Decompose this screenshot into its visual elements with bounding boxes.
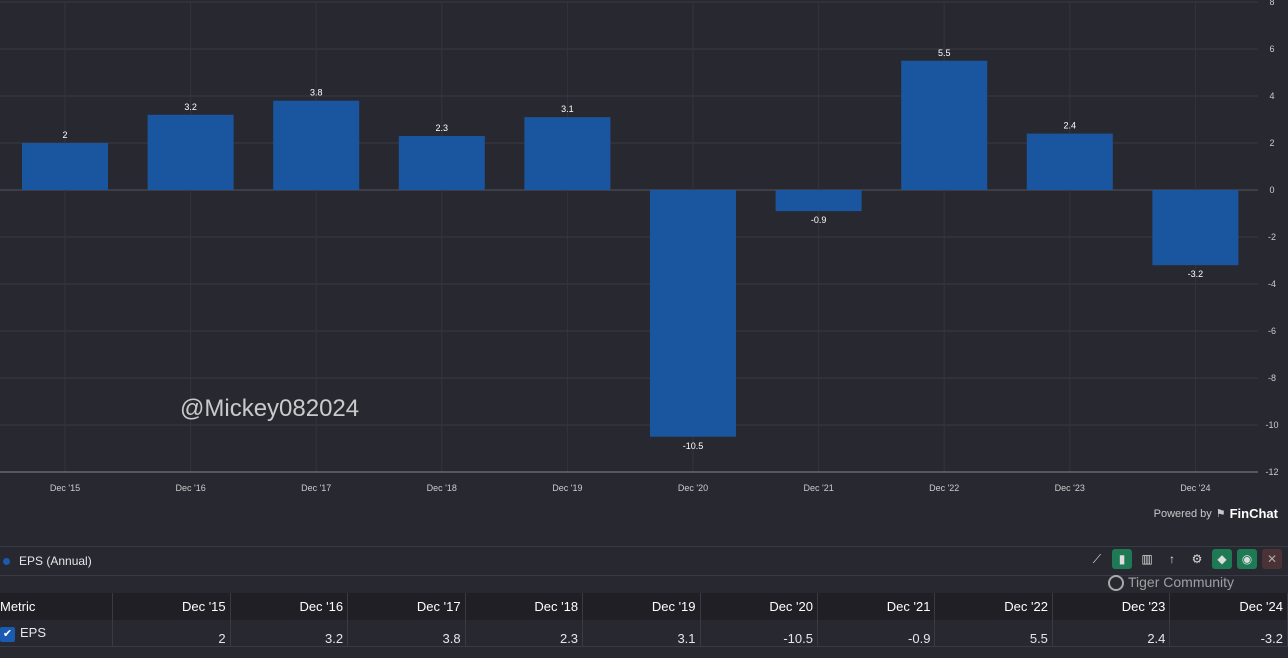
table-cell: 3.2	[230, 620, 349, 647]
powered-by-label: Powered by	[1153, 507, 1212, 520]
powered-by[interactable]: Powered by ⚑ FinChat	[1154, 506, 1278, 521]
bar-chart-icon[interactable]: ▮	[1112, 549, 1132, 569]
line-chart-icon[interactable]: ⟋	[1092, 551, 1102, 566]
x-tick-label: Dec '23	[1055, 483, 1085, 493]
grouped-bar-icon[interactable]: ▥	[1141, 552, 1153, 566]
table-cell: 2.3	[465, 620, 584, 647]
metric-cell[interactable]: ✔ EPS	[0, 620, 114, 647]
bar[interactable]	[901, 60, 988, 190]
series-legend[interactable]: EPS (Annual)	[0, 546, 1288, 576]
column-header[interactable]: Dec '17	[347, 593, 466, 620]
bar[interactable]	[147, 114, 234, 190]
data-label: 2	[62, 130, 67, 140]
data-label: -3.2	[1188, 269, 1204, 279]
data-label: 2.4	[1064, 121, 1077, 131]
y-tick-label: 6	[1269, 44, 1274, 54]
column-header[interactable]: Dec '16	[230, 593, 349, 620]
y-tick-label: 4	[1269, 91, 1274, 101]
x-tick-label: Dec '24	[1180, 483, 1210, 493]
column-header[interactable]: Dec '21	[817, 593, 936, 620]
y-tick-label: -8	[1268, 373, 1276, 383]
series-dot-icon	[3, 557, 10, 565]
column-header[interactable]: Dec '19	[582, 593, 701, 620]
eps-bar-chart: 8 6 4 2 0 -2 -4 -6 -8 -10 -12 2 Dec '15 3.2 Dec '16 3.8…	[0, 0, 1279, 493]
x-tick-label: Dec '15	[50, 483, 80, 493]
table-cell: 5.5	[934, 620, 1053, 647]
x-tick-label: Dec '17	[301, 483, 331, 493]
data-label: 5.5	[938, 48, 951, 58]
column-header[interactable]: Dec '23	[1052, 593, 1171, 620]
y-tick-label: -4	[1268, 279, 1276, 289]
column-header[interactable]: Dec '15	[112, 593, 231, 620]
y-tick-label: -10	[1265, 420, 1278, 430]
data-label: 3.1	[561, 104, 574, 114]
table-cell: -3.2	[1169, 620, 1288, 647]
table-cell: -0.9	[817, 620, 936, 647]
bar[interactable]	[1152, 190, 1239, 266]
data-label: 2.3	[436, 123, 449, 133]
column-header[interactable]: Dec '20	[700, 593, 818, 620]
table-cell: 3.8	[347, 620, 466, 647]
data-label: 3.2	[184, 102, 197, 112]
column-header[interactable]: Dec '18	[465, 593, 584, 620]
legend-label: EPS (Annual)	[19, 554, 92, 568]
x-tick-label: Dec '20	[678, 483, 708, 493]
tiger-logo-icon	[1108, 575, 1124, 591]
x-tick-label: Dec '19	[552, 483, 582, 493]
y-tick-label: -2	[1268, 232, 1276, 242]
column-header[interactable]: Dec '24	[1169, 593, 1288, 620]
x-tick-label: Dec '21	[803, 483, 833, 493]
eye-icon[interactable]: ◉	[1237, 549, 1257, 569]
y-tick-label: 8	[1269, 0, 1274, 7]
column-header[interactable]: Dec '22	[934, 593, 1053, 620]
data-label: -0.9	[811, 215, 827, 225]
x-tick-label: Dec '22	[929, 483, 959, 493]
y-tick-label: 2	[1269, 138, 1274, 148]
y-tick-label: -6	[1268, 326, 1276, 336]
y-tick-label: 0	[1269, 185, 1274, 195]
sort-icon[interactable]: ↑	[1169, 552, 1175, 566]
chart-toolbar: ⟋ ▮ ▥ ↑ ⚙ ◆ ◉ ✕	[1087, 549, 1282, 569]
table-cell: -10.5	[700, 620, 818, 647]
data-label: -10.5	[683, 441, 704, 451]
data-table: Metric Dec '15 Dec '16 Dec '17 Dec '18 Dec '1…	[0, 593, 1288, 647]
bar[interactable]	[398, 135, 485, 190]
tag-icon[interactable]: ◆	[1212, 549, 1232, 569]
bar[interactable]	[22, 143, 108, 190]
checkbox-icon[interactable]: ✔	[0, 626, 15, 642]
table-cell: 2.4	[1052, 620, 1171, 647]
bar[interactable]	[524, 117, 611, 190]
x-tick-label: Dec '18	[427, 483, 457, 493]
finchat-brand: FinChat	[1229, 506, 1278, 521]
y-tick-label: -12	[1265, 467, 1278, 477]
metric-header: Metric	[0, 593, 114, 620]
bar[interactable]	[1026, 133, 1113, 190]
close-icon[interactable]: ✕	[1262, 549, 1282, 569]
table-cell: 2	[112, 620, 231, 647]
finchat-logo-icon: ⚑	[1215, 508, 1226, 520]
data-label: 3.8	[310, 88, 323, 98]
metric-name: EPS	[20, 624, 47, 640]
table-row: ✔ EPS 2 3.2 3.8 2.3 3.1 -10.5 -0.9 5.5 2.4 -3.2	[0, 620, 1288, 647]
bar[interactable]	[775, 190, 862, 212]
gear-icon[interactable]: ⚙	[1191, 552, 1203, 566]
watermark-community: Tiger Community	[1128, 574, 1235, 590]
bar[interactable]	[273, 100, 360, 190]
table-cell: 3.1	[582, 620, 701, 647]
bar[interactable]	[650, 190, 736, 437]
x-tick-label: Dec '16	[175, 483, 205, 493]
